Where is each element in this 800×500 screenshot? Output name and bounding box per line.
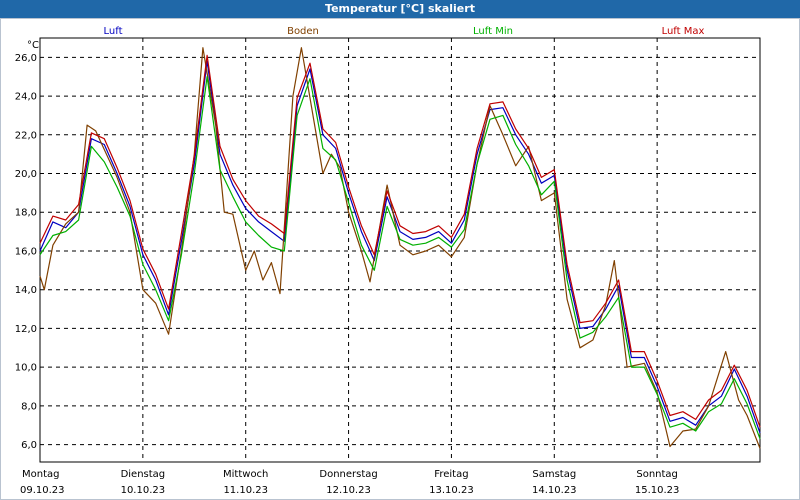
x-tick-day: Samstag [532,469,576,480]
chart-title: Temperatur [°C] skaliert [0,0,800,18]
legend-boden: Boden [287,26,319,37]
y-tick-label: 22,0 [15,130,37,141]
x-tick-day: Montag [22,469,59,480]
x-tick-day: Dienstag [121,469,166,480]
series-line-boden [39,47,761,449]
y-tick-label: 16,0 [15,246,37,257]
series-line-luft [39,60,761,434]
x-tick-date: 11.10.23 [223,485,268,496]
y-tick-label: 10,0 [15,363,37,374]
x-tick-day: Freitag [434,469,468,480]
series-line-luft-min [39,76,761,440]
x-tick-date: 09.10.23 [20,485,65,496]
x-tick-day: Donnerstag [319,469,377,480]
y-tick-label: 6,0 [21,440,37,451]
x-tick-date: 13.10.23 [429,485,474,496]
legend-luft-min: Luft Min [473,26,513,37]
y-tick-label: 14,0 [15,285,37,296]
x-tick-date: 14.10.23 [532,485,577,496]
legend-luft-max: Luft Max [662,26,705,37]
y-tick-label: 12,0 [15,324,37,335]
y-tick-label: 24,0 [15,92,37,103]
y-tick-label: 20,0 [15,169,37,180]
y-tick-label: 26,0 [15,53,37,64]
x-tick-date: 15.10.23 [635,485,680,496]
x-tick-day: Mittwoch [223,469,268,480]
series-line-luft-max [39,54,761,428]
plot-area [39,37,761,463]
x-tick-day: Sonntag [636,469,678,480]
y-tick-label: 8,0 [21,401,37,412]
y-unit-label: °C [27,40,39,51]
x-tick-date: 10.10.23 [121,485,166,496]
legend-luft: Luft [104,26,123,37]
y-tick-label: 18,0 [15,208,37,219]
x-tick-date: 12.10.23 [326,485,371,496]
